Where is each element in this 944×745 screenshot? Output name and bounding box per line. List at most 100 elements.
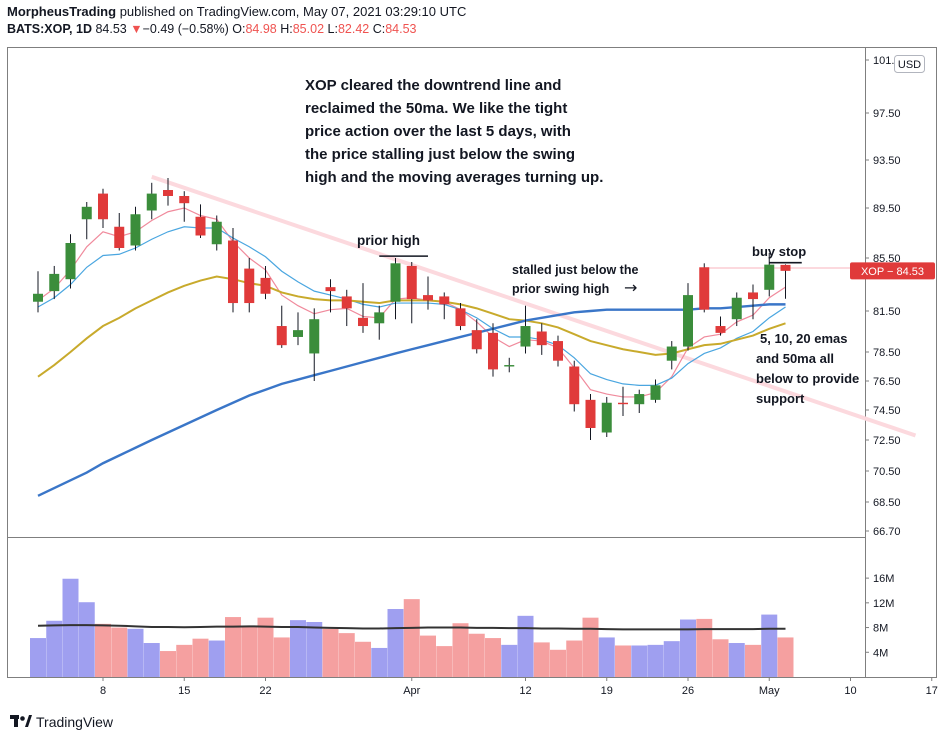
emas-support-note: 5, 10, 20 emas and 50ma all below to pro… bbox=[756, 331, 859, 406]
candle-body bbox=[520, 326, 531, 347]
candle-body bbox=[634, 394, 645, 405]
candle-body bbox=[683, 295, 693, 347]
volume-tick-label: 8M bbox=[873, 623, 888, 635]
candle-body bbox=[163, 190, 173, 196]
volume-bar bbox=[517, 615, 534, 677]
candle-body bbox=[276, 326, 287, 346]
candle-body bbox=[358, 317, 368, 327]
high-label: H: bbox=[280, 22, 293, 36]
candle-body bbox=[504, 365, 515, 367]
footer-brand[interactable]: TradingView bbox=[10, 714, 113, 730]
x-tick-label: 8 bbox=[100, 685, 106, 697]
x-tick-label: 17 bbox=[926, 685, 938, 697]
price-axis[interactable] bbox=[865, 47, 937, 678]
volume-bar bbox=[273, 637, 290, 677]
buy-stop-label: buy stop bbox=[752, 244, 806, 259]
volume-bar bbox=[30, 638, 46, 677]
author-name[interactable]: MorpheusTrading bbox=[7, 4, 117, 19]
candle-body bbox=[780, 264, 791, 271]
x-tick-label: 10 bbox=[844, 685, 856, 697]
volume-bar bbox=[728, 643, 745, 677]
volume-bar bbox=[566, 640, 583, 677]
stalled-label-line-2: prior swing high bbox=[512, 282, 609, 296]
price-tag-box bbox=[850, 262, 935, 280]
x-tick-label: May bbox=[759, 685, 780, 697]
volume-bar bbox=[257, 617, 274, 677]
y-tick-label: 68.50 bbox=[873, 497, 901, 509]
comment-line-1: XOP cleared the downtrend line and bbox=[305, 77, 561, 94]
y-tick-label: 93.50 bbox=[873, 155, 901, 167]
candle-body bbox=[98, 193, 108, 220]
comment-line-5: high and the moving averages turning up. bbox=[305, 169, 603, 186]
candle-body bbox=[341, 296, 352, 309]
candle-body bbox=[293, 330, 303, 337]
volume-bar bbox=[192, 638, 209, 677]
y-tick-label: 89.50 bbox=[873, 203, 901, 215]
x-tick-label: Apr bbox=[403, 685, 420, 697]
candle-body bbox=[650, 385, 661, 400]
close-value: 84.53 bbox=[385, 22, 417, 36]
volume-bar bbox=[225, 617, 241, 677]
volume-bar bbox=[127, 628, 144, 677]
y-tick-label: 85.50 bbox=[873, 253, 901, 265]
candle-body bbox=[569, 366, 580, 405]
price-pane[interactable] bbox=[7, 47, 866, 538]
ma50-line bbox=[37, 303, 786, 497]
emas-line-4: support bbox=[756, 391, 805, 406]
change-value: −0.49 (−0.58%) bbox=[142, 22, 229, 36]
volume-bar bbox=[745, 644, 761, 677]
volume-bar bbox=[387, 609, 404, 677]
volume-bar bbox=[62, 578, 79, 677]
comment-line-2: reclaimed the 50ma. We like the tight bbox=[305, 100, 567, 117]
y-tick-label: 78.50 bbox=[873, 347, 901, 359]
candle-body bbox=[260, 277, 271, 294]
volume-bar bbox=[777, 637, 794, 677]
last-price-tag: XOP − 84.53 bbox=[850, 262, 935, 280]
volume-tick-label: 4M bbox=[873, 647, 888, 659]
symbol-interval[interactable]: BATS:XOP, 1D bbox=[7, 22, 92, 36]
volume-bar bbox=[452, 623, 469, 677]
y-tick-label: 76.50 bbox=[873, 376, 901, 388]
candle-body bbox=[715, 326, 726, 333]
volume-bar bbox=[176, 644, 193, 677]
volume-bar bbox=[680, 619, 696, 677]
candle-body bbox=[49, 273, 60, 292]
x-tick-label: 26 bbox=[682, 685, 694, 697]
candle-body bbox=[488, 332, 498, 370]
candle-body bbox=[81, 206, 92, 220]
candle-body bbox=[211, 221, 222, 245]
candle-body bbox=[228, 240, 238, 304]
low-value: 82.42 bbox=[337, 22, 370, 36]
candle-body bbox=[553, 341, 563, 361]
volume-bar bbox=[598, 637, 615, 677]
candle-body bbox=[309, 319, 320, 354]
candle-body bbox=[439, 296, 450, 305]
volume-bar bbox=[160, 651, 176, 677]
y-tick-label: 81.50 bbox=[873, 306, 901, 318]
candle-body bbox=[585, 399, 596, 428]
open-label: O: bbox=[232, 22, 246, 36]
volume-bar bbox=[78, 602, 95, 677]
x-tick-label: 12 bbox=[519, 685, 531, 697]
volume-bar bbox=[550, 649, 566, 677]
symbol-header: BATS:XOP, 1D 84.53 ▼−0.49 (−0.58%) O:84.… bbox=[7, 22, 416, 36]
low-label: L: bbox=[327, 22, 338, 36]
footer-brand-text: TradingView bbox=[36, 714, 114, 730]
currency-badge[interactable] bbox=[894, 55, 925, 73]
annotation-main-comment: XOP cleared the downtrend line and recla… bbox=[305, 77, 603, 186]
volume-bar bbox=[436, 646, 453, 677]
y-tick-label: 66.70 bbox=[873, 526, 901, 538]
candle-body bbox=[455, 308, 466, 327]
candle-body bbox=[65, 243, 76, 280]
candle-body bbox=[179, 196, 190, 204]
volume-bar bbox=[143, 643, 160, 677]
candle-body bbox=[423, 295, 433, 301]
volume-bar bbox=[322, 628, 339, 677]
volume-ma-line bbox=[37, 624, 786, 631]
candle-body bbox=[536, 331, 547, 346]
volume-bar bbox=[290, 620, 306, 677]
emas-line-3: below to provide bbox=[756, 371, 859, 386]
volume-bar bbox=[712, 639, 729, 677]
downtrend-line bbox=[151, 174, 917, 438]
